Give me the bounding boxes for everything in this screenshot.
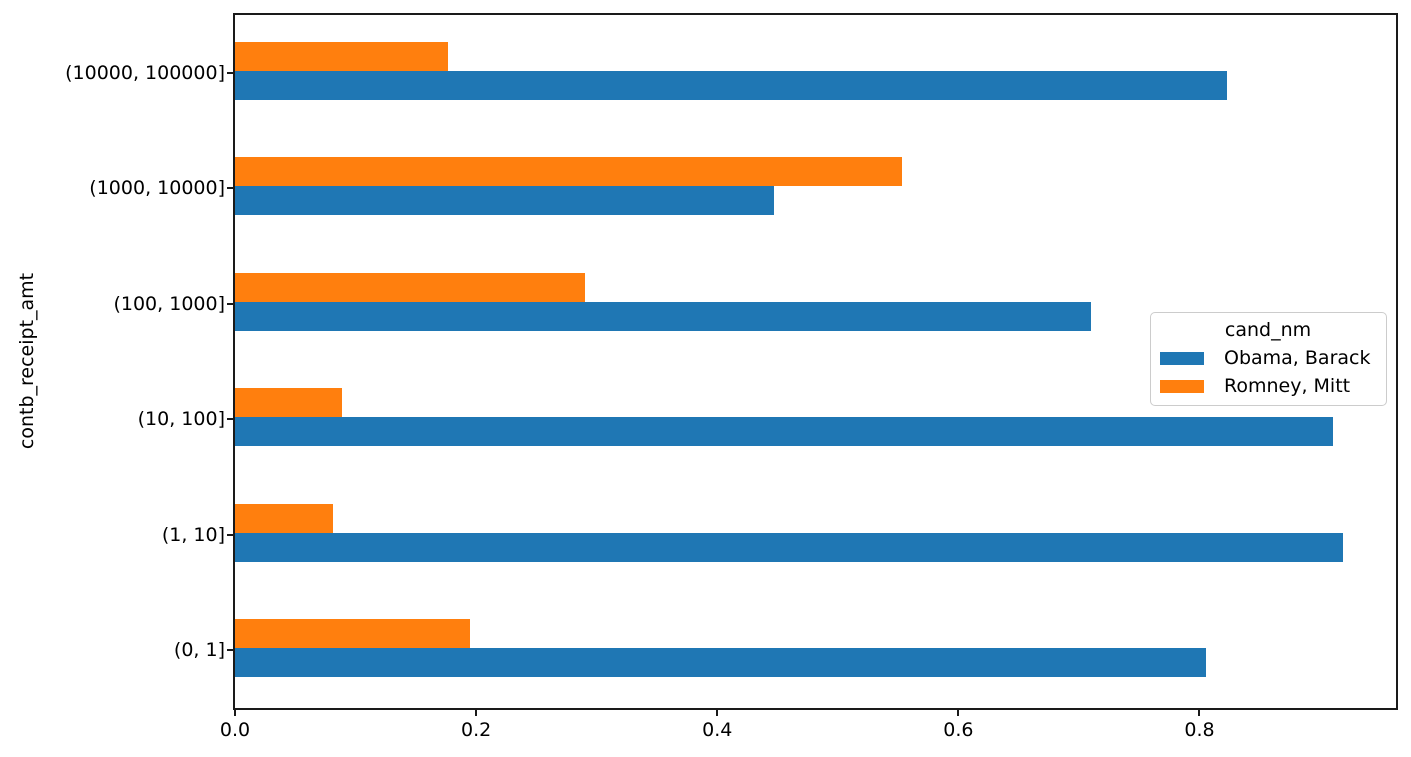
x-tick-mark-3 [957,710,960,716]
y-tick-mark-3 [227,302,233,305]
y-tick-label-5: (10000, 100000] [65,61,225,84]
bar-obama-0 [235,648,1206,678]
y-tick-label-4: (1000, 10000] [89,177,225,200]
legend-label-0: Obama, Barack [1224,347,1371,369]
y-tick-mark-5 [227,71,233,74]
legend-entries: Obama, Barack Romney, Mitt [1160,347,1376,397]
x-tick-label-3: 0.6 [943,719,974,741]
y-axis-label: contb_receipt_amt [16,272,38,450]
bar-obama-5 [235,70,1228,100]
y-tick-mark-0 [227,649,233,652]
x-tick-mark-4 [1198,710,1201,716]
bar-romney-4 [235,157,902,187]
bar-obama-1 [235,532,1343,562]
bar-obama-3 [235,301,1091,331]
legend-swatch-0 [1160,351,1204,365]
y-tick-mark-4 [227,187,233,190]
legend-swatch-1 [1160,379,1204,393]
x-tick-label-4: 0.8 [1184,719,1215,741]
x-tick-label-1: 0.2 [461,719,492,741]
y-tick-label-1: (1, 10] [161,523,225,546]
bar-romney-5 [235,41,449,71]
x-tick-mark-1 [475,710,478,716]
y-tick-mark-2 [227,418,233,421]
legend-entry-1: Romney, Mitt [1160,375,1376,397]
x-tick-label-2: 0.4 [702,719,733,741]
y-tick-label-2: (10, 100] [137,408,225,431]
legend-label-1: Romney, Mitt [1224,375,1351,397]
x-tick-mark-2 [716,710,719,716]
y-tick-label-3: (100, 1000] [113,292,225,315]
bar-romney-1 [235,503,333,533]
legend: cand_nm Obama, Barack Romney, Mitt [1150,312,1387,406]
bar-obama-2 [235,417,1334,447]
bar-romney-2 [235,388,343,418]
legend-title: cand_nm [1224,319,1312,341]
y-tick-mark-1 [227,533,233,536]
bar-romney-0 [235,619,471,649]
bar-romney-3 [235,272,585,302]
y-tick-label-0: (0, 1] [173,639,225,662]
x-tick-label-0: 0.0 [219,719,251,741]
x-tick-mark-0 [234,710,236,716]
legend-entry-0: Obama, Barack [1160,347,1376,369]
bar-obama-4 [235,186,774,216]
